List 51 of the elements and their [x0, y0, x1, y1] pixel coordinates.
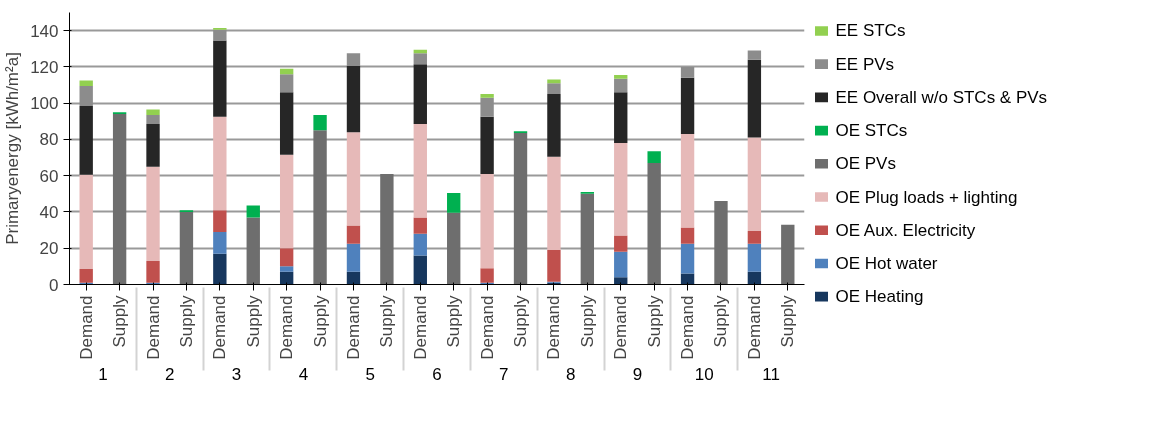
text: 8: [565, 364, 576, 384]
y-tick-label: 100: [30, 94, 59, 114]
text: 11: [762, 364, 780, 384]
x-tick-label: Demand: [76, 295, 96, 360]
x-tick-label: Supply: [377, 295, 397, 348]
text: 10: [694, 364, 714, 384]
y-tick-label: 0: [49, 275, 59, 295]
text: 6: [432, 364, 442, 384]
text: 1: [98, 364, 108, 384]
x-tick-label: Supply: [577, 295, 597, 348]
legend-label: OE Aux. Electricity: [835, 220, 976, 240]
x-tick-label: Demand: [343, 295, 363, 360]
x-tick-label: Supply: [511, 295, 531, 348]
y-tick-label: 120: [30, 57, 59, 77]
legend-label: OE Plug loads + lighting: [835, 187, 1018, 207]
y-tick-label: 40: [39, 202, 59, 222]
legend-label: EE STCs: [835, 21, 906, 41]
y-tick-label: 80: [39, 130, 59, 150]
x-tick-label: Demand: [410, 295, 430, 360]
y-tick-label: 60: [39, 166, 59, 186]
x-tick-label: Supply: [176, 295, 196, 348]
x-tick-label: Demand: [744, 295, 764, 360]
x-tick-label: Supply: [711, 295, 731, 348]
legend-label: EE Overall w/o STCs & PVs: [835, 87, 1048, 107]
legend-label: OE PVs: [835, 154, 896, 174]
text: 3: [231, 364, 242, 384]
text: 7: [499, 364, 509, 384]
text: 5: [365, 364, 375, 384]
x-tick-label: Demand: [611, 295, 631, 360]
x-tick-label: Demand: [143, 295, 163, 360]
legend-label: EE PVs: [835, 54, 895, 74]
y-axis-title: Primaryenergy [kWh/m²a]: [3, 52, 23, 245]
x-tick-label: Demand: [277, 295, 297, 360]
x-tick-label: Demand: [544, 295, 564, 360]
legend-label: OE Hot water: [835, 253, 938, 273]
x-tick-label: Supply: [310, 295, 330, 348]
x-tick-label: Demand: [678, 295, 698, 360]
y-tick-label: 20: [39, 239, 59, 259]
x-tick-label: Supply: [644, 295, 664, 348]
y-tick-label: 140: [30, 21, 59, 41]
legend-label: OE STCs: [835, 121, 908, 141]
text: 9: [632, 364, 643, 384]
legend-label: OE Heating: [835, 287, 924, 307]
text: 4: [298, 364, 309, 384]
x-tick-label: Supply: [778, 295, 798, 348]
x-tick-label: Supply: [243, 295, 263, 348]
x-tick-label: Demand: [210, 295, 230, 360]
text: 2: [165, 364, 175, 384]
x-tick-label: Demand: [477, 295, 497, 360]
x-tick-label: Supply: [444, 295, 464, 348]
x-tick-label: Supply: [110, 295, 130, 348]
